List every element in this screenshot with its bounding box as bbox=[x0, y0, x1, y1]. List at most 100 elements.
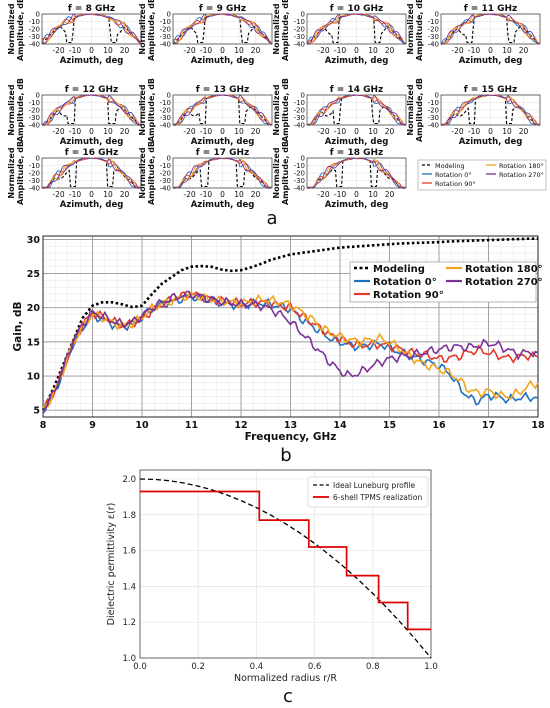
legend-label: Rotation 270° bbox=[499, 171, 544, 179]
x-axis-label: Azimuth, deg bbox=[191, 137, 255, 147]
y-tick-label: 1.6 bbox=[122, 547, 136, 557]
y-axis-label: Dielectric permittivity ε(r) bbox=[106, 503, 117, 626]
y-tick-label: -10 bbox=[160, 18, 171, 26]
x-tick-label: 10 bbox=[368, 46, 378, 55]
y-tick-label: -40 bbox=[294, 185, 305, 193]
y-tick-label: -30 bbox=[29, 114, 40, 122]
subplot-title: f = 13 GHz bbox=[196, 85, 250, 95]
gain-line-rot180 bbox=[42, 291, 539, 409]
y-tick-label: 20 bbox=[27, 303, 41, 314]
y-axis-label: NormalizedAmplitude, dB bbox=[138, 0, 156, 61]
legend-label: Rotation 0° bbox=[373, 277, 437, 288]
gain-line-rot270 bbox=[42, 290, 539, 412]
pattern-subplot: f = 18 GHz-20 -10 0 10 200-10-20-30-40Azimut… bbox=[272, 141, 407, 210]
x-tick-label: 0 bbox=[354, 46, 359, 55]
pattern-line-modeling bbox=[42, 94, 141, 126]
x-tick-label: 20 bbox=[120, 127, 130, 136]
y-tick-label: -10 bbox=[160, 162, 171, 170]
y-tick-label: -10 bbox=[160, 99, 171, 107]
permittivity-legend: Ideal Luneburg profile 6-shell TPMS reali… bbox=[307, 476, 429, 508]
y-axis-label: NormalizedAmplitude, dB bbox=[7, 141, 25, 205]
y-tick-label: -30 bbox=[29, 177, 40, 185]
y-axis-label-line: Normalized bbox=[272, 84, 281, 135]
y-tick-label: 1.8 bbox=[122, 511, 136, 521]
pattern-line-rot270 bbox=[307, 157, 406, 188]
y-tick-label: -10 bbox=[294, 18, 305, 26]
x-tick-label: 20 bbox=[120, 46, 130, 55]
x-tick-label: 17 bbox=[482, 420, 495, 431]
y-tick-label: 10 bbox=[27, 372, 41, 383]
x-tick-label: 20 bbox=[519, 46, 529, 55]
x-tick-label: 20 bbox=[519, 127, 529, 136]
y-axis-label: NormalizedAmplitude, dB bbox=[406, 78, 424, 142]
x-tick-label: 12 bbox=[234, 420, 247, 431]
y-tick-label: 0 bbox=[301, 92, 305, 100]
pattern-line-rot270 bbox=[42, 94, 141, 125]
x-tick-label: 9 bbox=[89, 420, 96, 431]
x-tick-label: 0.8 bbox=[366, 662, 380, 672]
subplot-title: f = 15 GHz bbox=[464, 85, 518, 95]
y-tick-label: -30 bbox=[29, 33, 40, 41]
panel-b-label: b bbox=[280, 445, 291, 466]
y-axis-label: NormalizedAmplitude, dB bbox=[138, 78, 156, 142]
x-axis-label: Azimuth, deg bbox=[191, 56, 255, 66]
subplot-title: f = 16 GHz bbox=[65, 148, 119, 158]
x-tick-label: -20 bbox=[317, 46, 329, 55]
y-tick-label: -30 bbox=[294, 114, 305, 122]
y-axis-label-line: Amplitude, dB bbox=[16, 141, 25, 205]
x-axis-label: Azimuth, deg bbox=[325, 56, 389, 66]
x-tick-label: 20 bbox=[120, 190, 130, 199]
y-tick-label: 0 bbox=[167, 155, 171, 163]
x-tick-label: -10 bbox=[200, 190, 212, 199]
pattern-subplot: f = 8 GHz-20 -10 0 10 200-10-20-30-40Azimuth… bbox=[7, 0, 142, 66]
x-axis-label: Azimuth, deg bbox=[60, 56, 124, 66]
pattern-line-modeling bbox=[441, 13, 540, 45]
x-tick-label: 14 bbox=[333, 420, 347, 431]
y-tick-label: 15 bbox=[27, 337, 40, 348]
y-axis-label-line: Normalized bbox=[272, 3, 281, 54]
pattern-subplot: f = 12 GHz-20 -10 0 10 200-10-20-30-40Azimut… bbox=[7, 78, 142, 147]
x-tick-label: -20 bbox=[183, 46, 195, 55]
legend-label: Rotation 90° bbox=[373, 290, 444, 301]
pattern-subplot: f = 16 GHz-20 -10 0 10 200-10-20-30-40Azimut… bbox=[7, 141, 142, 210]
x-axis-label: Azimuth, deg bbox=[325, 200, 389, 210]
subplot-title: f = 11 GHz bbox=[464, 4, 518, 14]
y-axis-label-line: Amplitude, dB bbox=[281, 0, 290, 61]
subplot-title: f = 17 GHz bbox=[196, 148, 250, 158]
y-tick-label: -10 bbox=[428, 99, 439, 107]
x-tick-label: 1.0 bbox=[424, 662, 438, 672]
y-tick-label: -10 bbox=[29, 162, 40, 170]
pattern-subplot: f = 14 GHz-20 -10 0 10 200-10-20-30-40Azimut… bbox=[272, 78, 407, 147]
y-tick-label: -20 bbox=[29, 170, 40, 178]
y-axis-label-line: Normalized bbox=[138, 147, 147, 198]
y-tick-label: -10 bbox=[29, 18, 40, 26]
subplot-title: f = 8 GHz bbox=[68, 4, 115, 14]
y-tick-label: -30 bbox=[160, 114, 171, 122]
legend-label: Modeling bbox=[435, 162, 465, 170]
y-tick-label: 0 bbox=[36, 155, 40, 163]
y-axis-label-line: Amplitude, dB bbox=[415, 78, 424, 142]
legend-label: Rotation 180° bbox=[465, 264, 543, 275]
y-tick-label: 25 bbox=[27, 269, 40, 280]
y-tick-label: -30 bbox=[294, 33, 305, 41]
pattern-line-rot270 bbox=[42, 13, 142, 44]
panel-c-permittivity-chart: 0.0 0.2 0.4 0.6 0.8 1.0 1.0 1.2 1.4 1.6 1.8 2.0 Norm… bbox=[106, 469, 438, 684]
y-tick-label: -20 bbox=[29, 107, 40, 115]
x-tick-label: 0.2 bbox=[191, 662, 205, 672]
y-tick-label: -40 bbox=[160, 122, 171, 130]
y-tick-label: -20 bbox=[160, 170, 171, 178]
y-tick-label: -20 bbox=[428, 107, 439, 115]
y-axis-label-line: Normalized bbox=[7, 3, 16, 54]
y-tick-label: -20 bbox=[160, 26, 171, 34]
pattern-line-rot270 bbox=[307, 13, 406, 44]
luneburg-profile-line bbox=[139, 478, 432, 659]
x-tick-label: 0 bbox=[488, 46, 493, 55]
legend-label: 6-shell TPMS realization bbox=[333, 493, 422, 502]
panel-b-gain-chart: 8 9 10 11 12 13 14 15 16 17 18 5 10 15 20 25 30 Frequency… bbox=[12, 235, 545, 443]
y-tick-label: -20 bbox=[294, 170, 305, 178]
x-tick-label: 0 bbox=[220, 46, 225, 55]
x-tick-label: 20 bbox=[251, 46, 261, 55]
x-tick-label: 0 bbox=[354, 127, 359, 136]
x-tick-label: 20 bbox=[385, 127, 395, 136]
